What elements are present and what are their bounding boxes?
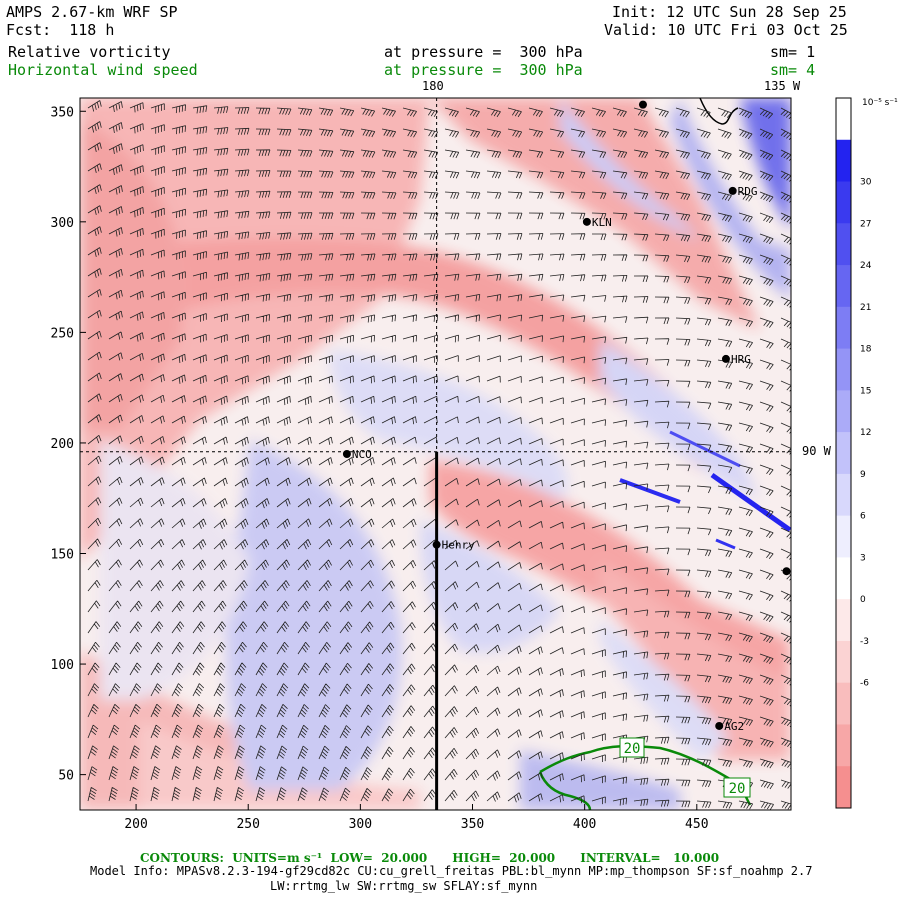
colorbar-swatch [836,306,851,350]
colorbar-tick-label: 12 [860,428,871,438]
colorbar-tick-label: 21 [860,303,871,313]
y-tick-label: 150 [51,548,74,563]
x-tick-label: 400 [573,817,596,832]
colorbar-tick-label: 0 [860,595,866,605]
station-dot [728,186,737,195]
colorbar-swatch [836,515,851,558]
station-kln: KLN [582,216,612,229]
model-info: Model Info: MPASv8.2.3-194-gf29cd82c CU:… [90,864,813,878]
colorbar-swatch [836,348,851,391]
colorbar-swatch [836,557,851,600]
contours-info: CONTOURS: UNITS=m s⁻¹ LOW= 20.000 HIGH= … [140,851,720,865]
station-unnamed [638,100,647,109]
colorbar-tick-label: 6 [860,512,866,522]
init-time: Init: 12 UTC Sun 28 Sep 25 [612,3,847,21]
field2-smoothing: sm= 4 [770,61,816,79]
svg-text:20: 20 [624,741,641,757]
y-tick-label: 350 [51,105,74,120]
colorbar-swatch [836,640,851,684]
station-rdg: RDG [728,185,758,198]
colorbar-tick-label: 24 [860,261,872,271]
x-tick-label: 300 [349,817,372,832]
colorbar-units: 10⁻⁵ s⁻¹ [862,98,898,108]
model-title: AMPS 2.67-km WRF SP [6,3,178,21]
y-tick-label: 300 [51,216,74,231]
station-dot [342,450,351,458]
station-label: Henry [442,539,475,552]
station-dot [715,721,724,730]
x-tick-label: 200 [124,817,147,832]
lon-label-180-top: 180 [422,79,444,93]
colorbar-swatch [836,139,851,183]
colorbar-tick-label: 27 [860,219,871,229]
x-axis: 200 250 300 350 400 450 [124,804,709,832]
colorbar-tick-label: 3 [860,553,866,563]
colorbar-swatch [836,223,851,266]
field2-name: Horizontal wind speed [8,61,198,79]
colorbar-tick-label: 18 [860,345,872,355]
y-tick-label: 100 [51,658,74,673]
contour-label-2: 20 [723,777,751,798]
field1-name: Relative vorticity [8,43,171,61]
valid-time: Valid: 10 UTC Fri 03 Oct 25 [604,21,848,39]
colorbar-swatch [836,98,851,141]
y-axis: 50 100 150 200 250 300 350 [51,105,86,784]
stations: NCO Henry KLN RDG HRG AG2 [342,100,791,733]
field2-level: at pressure = 300 hPa [384,61,583,79]
station-dot [638,100,647,109]
colorbar-frame [835,97,852,809]
field1-level: at pressure = 300 hPa [384,43,583,61]
colorbar-tick-label: 15 [860,386,871,396]
map-frame [79,97,792,811]
station-label: AG2 [724,720,744,733]
svg-text:20: 20 [729,781,746,797]
y-tick-label: 50 [58,769,74,784]
station-ag2: AG2 [715,720,744,733]
station-dot [782,567,791,576]
y-tick-label: 200 [51,437,74,452]
station-dot [721,354,730,363]
contour-label-1: 20 [619,737,645,758]
lat-label-90w: 90 W [802,444,831,458]
x-tick-label: 350 [461,817,484,832]
station-label: NCO [352,448,372,461]
station-dot [582,217,591,226]
wind-barb-paths [87,100,791,810]
colorbar-swatch [836,473,851,517]
x-tick-label: 450 [685,817,708,832]
y-tick-label: 250 [51,326,74,341]
colorbar-swatch [836,599,851,642]
colorbar-tick-label: -6 [860,679,869,689]
colorbar-swatch [836,682,851,725]
station-nco: NCO [342,448,372,461]
colorbar-swatch [836,432,851,475]
station-henry: Henry [432,539,475,552]
colorbar-swatch [836,390,851,433]
colorbar-tick-label: 30 [860,178,872,188]
colorbar-tick-label: 9 [860,470,866,480]
station-hrg: HRG [721,353,751,366]
colorbar-swatch [836,181,851,224]
lon-label-135w: 135 W [764,79,801,93]
forecast-hour: Fcst: 118 h [6,21,115,39]
colorbar-tick-label: -3 [860,637,869,647]
station-label: RDG [738,185,758,198]
station-label: HRG [731,353,751,366]
x-tick-label: 250 [236,817,259,832]
colorbar-swatch [836,265,851,308]
model-info-2: LW:rrtmg_lw SW:rrtmg_sw SFLAY:sf_mynn [270,879,538,893]
station-label: KLN [592,216,612,229]
station-dot [432,540,441,549]
field1-smoothing: sm= 1 [770,43,816,61]
colorbar-swatch [836,724,851,767]
wind-barbs [87,100,791,810]
station-unnamed [782,567,791,576]
colorbar-swatch [836,766,851,809]
